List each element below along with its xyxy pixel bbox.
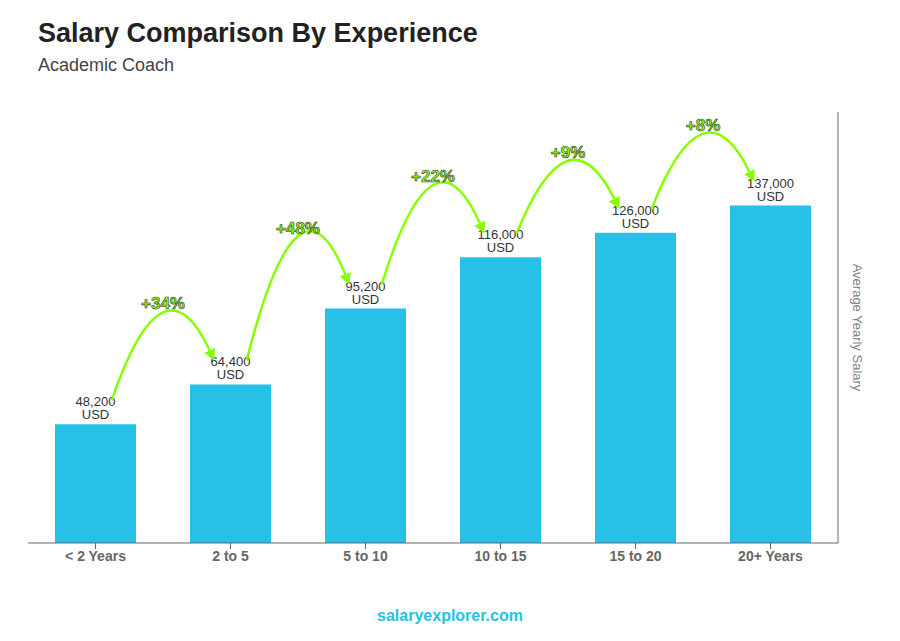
svg-text:15 to 20: 15 to 20 [609,548,661,564]
svg-text:+34%: +34% [141,294,185,313]
svg-text:< 2 Years: < 2 Years [65,548,126,564]
svg-text:+48%: +48% [276,219,320,238]
svg-text:+22%: +22% [411,167,455,186]
html-text:126,000: 126,000 [612,202,659,218]
svg-text:95,200USD: 95,200USD [346,279,386,307]
html-text:USD: USD [621,215,650,231]
html-text:salaryexplorer.com: salaryexplorer.com [377,607,523,624]
html-text:USD: USD [486,240,515,256]
svg-text:+9%: +9% [551,143,586,162]
svg-text:5 to 10: 5 to 10 [343,548,388,564]
svg-text:10 to 15: 10 to 15 [474,548,526,564]
html-text:USD: USD [756,188,785,204]
html-text:Salary Comparison By Experienc: Salary Comparison By Experience [38,18,478,48]
svg-text:48,200USD: 48,200USD [76,394,116,422]
html-text:137,000: 137,000 [747,175,794,191]
svg-text:2 to 5: 2 to 5 [212,548,249,564]
svg-text:Average Yearly Salary: Average Yearly Salary [850,264,865,392]
svg-text:64,400USD: 64,400USD [211,354,251,382]
html-text:116,000: 116,000 [477,227,524,243]
html-text:Academic Coach: Academic Coach [38,55,175,75]
svg-text:20+ Years: 20+ Years [738,548,803,564]
svg-text:+8%: +8% [686,116,721,135]
